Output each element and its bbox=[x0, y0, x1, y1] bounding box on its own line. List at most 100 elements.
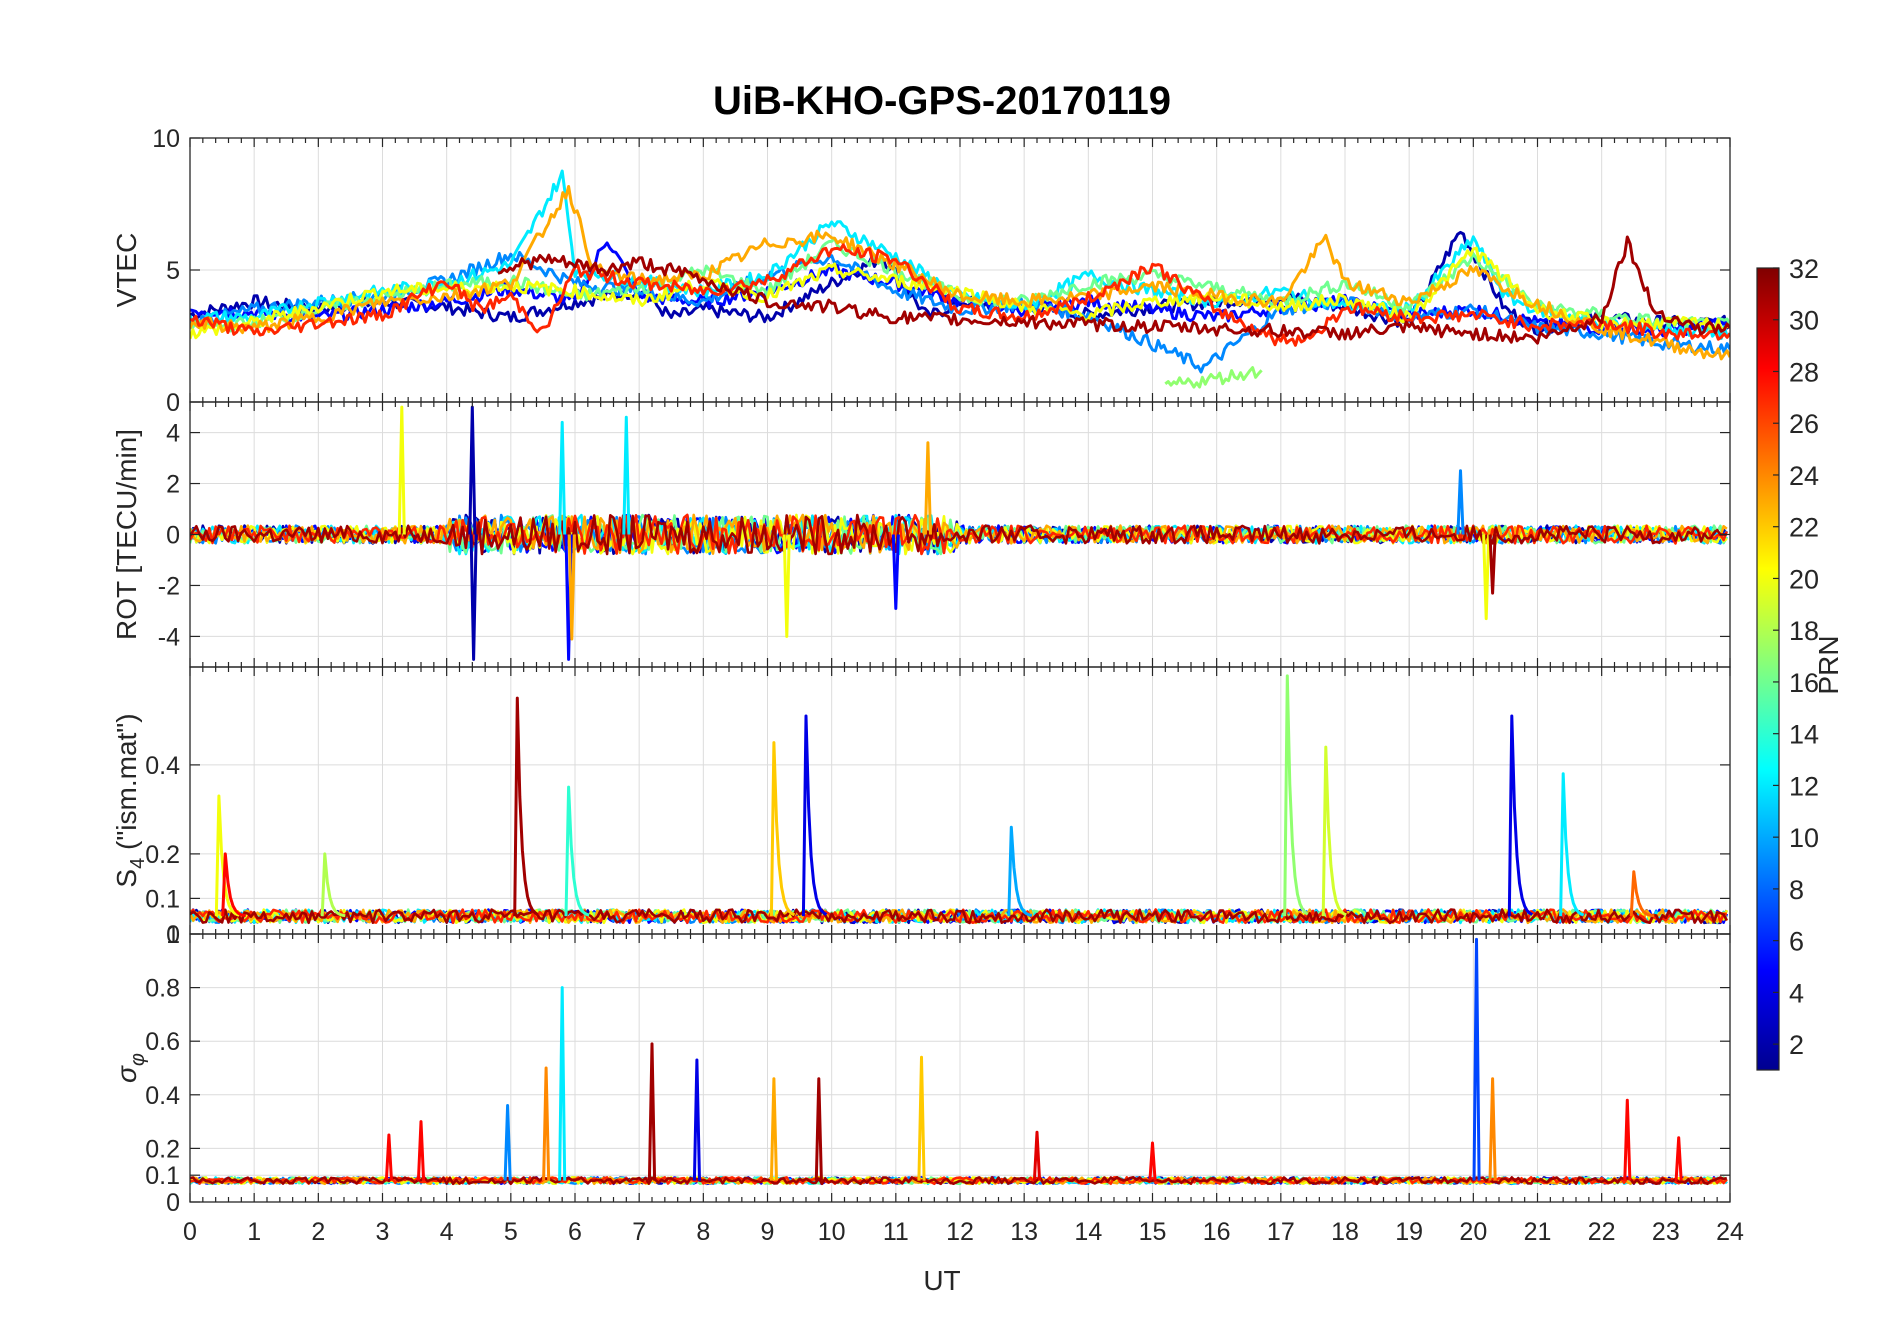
spike-prn-17 bbox=[1283, 674, 1309, 917]
spike-prn-22 bbox=[769, 741, 796, 917]
x-tick-label: 7 bbox=[632, 1218, 646, 1246]
chart-title: UiB-KHO-GPS-20170119 bbox=[713, 79, 1171, 123]
x-tick-label: 0 bbox=[183, 1218, 197, 1246]
y-tick-label: 0.4 bbox=[145, 752, 180, 780]
spike-prn-22 bbox=[917, 1055, 926, 1181]
spike-prn-28 bbox=[1674, 1136, 1683, 1181]
spike-prn-12 bbox=[1559, 772, 1585, 917]
spike-prn-14 bbox=[564, 785, 590, 917]
series-prn-31 bbox=[190, 1176, 1728, 1186]
colorbar-label: PRN bbox=[1813, 635, 1844, 694]
spike-prn-19 bbox=[1321, 745, 1347, 917]
colorbar-tick-label: 30 bbox=[1789, 306, 1819, 336]
x-tick-label: 11 bbox=[883, 1218, 909, 1246]
series-prn-16 bbox=[190, 236, 1730, 333]
colorbar-tick-label: 20 bbox=[1789, 564, 1819, 594]
colorbar-tick-label: 24 bbox=[1789, 461, 1819, 491]
y-tick-label: 0.4 bbox=[145, 1082, 180, 1110]
colorbar-tick-label: 12 bbox=[1789, 771, 1819, 801]
spike-prn-28 bbox=[1148, 1141, 1157, 1181]
x-tick-labels: 0 1 2 3 4 5 6 7 8 9 10 11 12 13 14 15 16 17 18 19 20 21 22 23 24 bbox=[183, 1218, 1744, 1246]
x-tick-label: 5 bbox=[504, 1218, 518, 1246]
colorbar-tick-label: 6 bbox=[1789, 927, 1804, 957]
panel-s4: 0 0.1 0.2 0.4S4 ("ism.mat") bbox=[111, 666, 1731, 949]
x-axis-label: UT bbox=[923, 1265, 960, 1296]
spike-prn-4 bbox=[692, 1058, 701, 1181]
spike-prn-29 bbox=[1032, 1130, 1042, 1181]
spike-prn-31 bbox=[513, 696, 539, 917]
spike-prn-4 bbox=[1507, 714, 1534, 917]
x-tick-label: 15 bbox=[1139, 1218, 1167, 1246]
spike-prn-9 bbox=[503, 1104, 512, 1181]
spike-prn-31 bbox=[1488, 534, 1497, 595]
y-tick-label: 0.1 bbox=[145, 885, 180, 913]
x-tick-label: 14 bbox=[1074, 1218, 1102, 1246]
y-tick-label: 1 bbox=[166, 921, 180, 949]
colorbar-tick-label: 18 bbox=[1789, 616, 1819, 646]
spike-prn-31 bbox=[814, 1077, 823, 1181]
x-tick-label: 17 bbox=[1267, 1218, 1295, 1246]
colorbar-tick-label: 14 bbox=[1789, 720, 1819, 750]
colorbar-tick-label: 10 bbox=[1789, 823, 1819, 853]
y-tick-label: 5 bbox=[166, 257, 180, 285]
spike-prn-24 bbox=[1488, 1077, 1497, 1181]
y-tick-label: 0 bbox=[166, 522, 180, 550]
y-tick-label: 0.1 bbox=[145, 1162, 180, 1190]
x-tick-label: 18 bbox=[1331, 1218, 1359, 1246]
x-tick-label: 24 bbox=[1716, 1218, 1744, 1246]
y-tick-label: 0 bbox=[166, 1189, 180, 1217]
y-tick-label: 10 bbox=[152, 125, 180, 153]
spike-prn-12 bbox=[558, 986, 567, 1181]
spike-prn-20 bbox=[782, 534, 791, 638]
spike-prn-12 bbox=[558, 420, 567, 535]
x-tick-label: 19 bbox=[1395, 1218, 1423, 1246]
spike-prn-28 bbox=[1623, 1098, 1632, 1181]
series-prn-27 bbox=[190, 908, 1728, 925]
series-prn-17 bbox=[1164, 366, 1263, 389]
spike-prn-20 bbox=[214, 794, 240, 917]
series-prn-23 bbox=[190, 185, 1730, 361]
x-tick-label: 1 bbox=[247, 1218, 261, 1246]
x-tick-label: 12 bbox=[946, 1218, 974, 1246]
colorbar-tick-label: 32 bbox=[1789, 254, 1819, 284]
colorbar-tick-label: 16 bbox=[1789, 668, 1819, 698]
x-tick-label: 16 bbox=[1203, 1218, 1231, 1246]
spike-prn-20 bbox=[1482, 534, 1491, 621]
x-tick-label: 22 bbox=[1588, 1218, 1616, 1246]
x-tick-label: 21 bbox=[1524, 1218, 1552, 1246]
y-tick-label: 4 bbox=[166, 420, 180, 448]
spike-prn-28 bbox=[384, 1133, 393, 1181]
series-prn-31 bbox=[497, 235, 1730, 345]
spike-prn-28 bbox=[221, 852, 247, 918]
y-axis-label-vtec: VTEC bbox=[111, 233, 142, 308]
x-tick-label: 20 bbox=[1459, 1218, 1487, 1246]
spike-prn-23 bbox=[923, 441, 932, 535]
series-prn-27 bbox=[190, 243, 1730, 347]
spike-prn-9 bbox=[1456, 469, 1465, 535]
y-tick-label: 0.8 bbox=[145, 975, 180, 1003]
spike-prn-12 bbox=[622, 415, 631, 535]
spike-prn-28 bbox=[416, 1120, 426, 1181]
spike-prn-25 bbox=[1629, 870, 1655, 918]
y-tick-label: 0 bbox=[166, 921, 180, 949]
y-tick-label: 0.2 bbox=[145, 1135, 180, 1163]
y-tick-label: 2 bbox=[166, 471, 180, 499]
spike-prn-23 bbox=[769, 1077, 778, 1181]
series-prn-31 bbox=[190, 513, 1727, 556]
y-tick-label: -4 bbox=[158, 623, 180, 651]
x-tick-label: 3 bbox=[376, 1218, 390, 1246]
colorbar-tick-label: 8 bbox=[1789, 875, 1804, 905]
series-prn-31 bbox=[190, 908, 1728, 925]
x-tick-label: 23 bbox=[1652, 1218, 1680, 1246]
panel-rot: -4 -2 0 2 4 ROT [TECU/min] bbox=[111, 401, 1731, 668]
x-tick-label: 6 bbox=[568, 1218, 582, 1246]
spike-prn-10 bbox=[1007, 825, 1033, 917]
spike-prn-23 bbox=[567, 534, 576, 641]
y-tick-label: 0.2 bbox=[145, 841, 180, 869]
colorbar-tick-label: 4 bbox=[1789, 978, 1804, 1008]
x-tick-label: 8 bbox=[696, 1218, 710, 1246]
y-axis-label-s4: S4 ("ism.mat") bbox=[111, 713, 149, 887]
